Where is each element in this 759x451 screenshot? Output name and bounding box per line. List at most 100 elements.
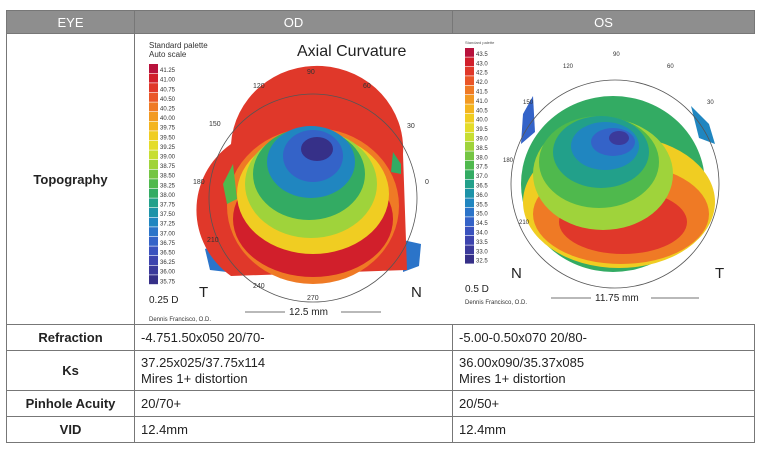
od-angle-120: 120	[253, 83, 265, 90]
exam-table: EYE OD OS Topography Standard palette Au…	[6, 10, 755, 443]
os-scale-swatch	[465, 132, 474, 142]
od-scale-swatch	[149, 179, 158, 189]
header-row: EYE OD OS	[6, 10, 755, 34]
os-scale-value: 36.5	[476, 184, 488, 190]
os-scale-swatch	[465, 207, 474, 217]
os-nasal-label: N	[511, 265, 522, 282]
od-angle-150: 150	[209, 121, 221, 128]
od-scale-swatch	[149, 160, 158, 169]
os-topography-map: Standard palette 43.5 43.0 42.5 42.0 41.5 41.…	[453, 34, 755, 324]
os-scale-value: 34.5	[476, 221, 488, 227]
os-scale-swatch	[465, 189, 474, 198]
od-scale-value: 37.75	[160, 203, 176, 209]
os-scale-value: 41.5	[476, 90, 488, 96]
os-ks-value: 36.00x090/35.37x085	[459, 354, 585, 370]
os-angle-30: 30	[707, 100, 714, 106]
od-scale-value: 36.25	[160, 260, 176, 266]
topography-row: Topography Standard palette Auto scale A…	[6, 33, 755, 325]
os-scale-swatch	[465, 95, 474, 104]
od-scale-value: 37.50	[160, 212, 176, 218]
od-scale-value: 40.25	[160, 107, 176, 113]
od-angle-240: 240	[253, 283, 265, 290]
os-scale-value: 37.0	[476, 174, 488, 180]
od-ks-note: Mires 1+ distortion	[141, 370, 248, 386]
os-angle-210: 210	[519, 220, 530, 226]
od-scale-value: 38.25	[160, 183, 176, 189]
od-topography-cell: Standard palette Auto scale Axial Curvat…	[134, 33, 453, 325]
od-scale-swatch	[149, 150, 158, 160]
os-scale-value: 33.0	[476, 249, 488, 255]
od-refraction: -4.751.50x050 20/70-	[134, 324, 453, 351]
od-scale-value: 40.50	[160, 97, 176, 103]
od-scale-swatch	[149, 92, 158, 102]
od-scale-swatch	[149, 246, 158, 256]
ks-row: Ks 37.25x025/37.75x114 Mires 1+ distorti…	[6, 350, 755, 391]
os-scale-swatch	[465, 57, 474, 67]
od-scale-value: 36.00	[160, 270, 176, 276]
os-scale-bar: 11.75 mm	[595, 293, 639, 304]
os-scale-value: 40.5	[476, 108, 488, 114]
refraction-label: Refraction	[6, 324, 135, 351]
od-nasal-label: N	[411, 284, 422, 301]
od-angle-180: 180	[193, 179, 205, 186]
od-temporal-label: T	[199, 284, 208, 301]
os-ks: 36.00x090/35.37x085 Mires 1+ distortion	[452, 350, 755, 391]
os-scale-swatch	[465, 226, 474, 236]
od-scale-swatch	[149, 256, 158, 265]
od-scale-value: 39.25	[160, 145, 176, 151]
os-scale-value: 32.5	[476, 259, 488, 265]
os-scale-swatch	[465, 179, 474, 189]
od-ks: 37.25x025/37.75x114 Mires 1+ distortion	[134, 350, 453, 391]
os-scale-swatch	[465, 123, 474, 132]
od-author: Dennis Francisco, O.D.	[149, 317, 211, 323]
od-angle-30: 30	[407, 123, 415, 130]
header-eye: EYE	[6, 10, 135, 34]
os-scale-value: 39.5	[476, 127, 488, 133]
os-scale-swatch	[465, 85, 474, 95]
od-angle-60: 60	[363, 83, 371, 90]
os-scale-value: 39.0	[476, 137, 488, 143]
os-scale-value: 40.0	[476, 118, 488, 124]
os-angle-180: 180	[503, 158, 514, 164]
od-scale-swatch	[149, 188, 158, 198]
os-scale-swatch	[465, 198, 474, 208]
os-scale-value: 41.0	[476, 99, 488, 105]
od-scale-value: 41.25	[160, 68, 176, 74]
vid-label: VID	[6, 416, 135, 443]
od-angle-0: 0	[425, 179, 429, 186]
os-angle-60: 60	[667, 64, 674, 70]
os-vid: 12.4mm	[452, 416, 755, 443]
os-topography-cell: Standard palette 43.5 43.0 42.5 42.0 41.5 41.…	[452, 33, 755, 325]
os-scale-value: 38.0	[476, 155, 488, 161]
od-scale-value: 39.50	[160, 135, 176, 141]
os-scale-swatch	[465, 48, 474, 57]
od-scale-value: 37.25	[160, 222, 176, 228]
od-ks-value: 37.25x025/37.75x114	[141, 354, 266, 370]
os-temporal-label: T	[715, 265, 724, 282]
os-scale-swatch	[465, 76, 474, 85]
od-angle-90: 90	[307, 69, 315, 76]
os-scale-swatch	[465, 113, 474, 123]
os-scale-swatch	[465, 217, 474, 226]
od-scale-value: 36.75	[160, 241, 176, 247]
header-od: OD	[134, 10, 453, 34]
os-scale-value: 34.0	[476, 231, 488, 237]
os-ks-note: Mires 1+ distortion	[459, 370, 566, 386]
od-scale-value: 40.75	[160, 87, 176, 93]
od-scale-value: 40.00	[160, 116, 176, 122]
os-scale-value: 33.5	[476, 240, 488, 246]
topography-label: Topography	[6, 33, 135, 325]
os-refraction: -5.00-0.50x070 20/80-	[452, 324, 755, 351]
header-os: OS	[452, 10, 755, 34]
od-scale-swatch	[149, 227, 158, 237]
os-scale-swatch	[465, 236, 474, 245]
os-scale-swatch	[465, 151, 474, 161]
od-scale-swatch	[149, 208, 158, 217]
refraction-row: Refraction -4.751.50x050 20/70- -5.00-0.…	[6, 324, 755, 351]
od-scale-value: 37.00	[160, 231, 176, 237]
od-angle-270: 270	[307, 295, 319, 302]
os-scale-swatch	[465, 66, 474, 76]
os-angle-120: 120	[563, 64, 574, 70]
od-palette-label-2: Auto scale	[149, 50, 187, 59]
